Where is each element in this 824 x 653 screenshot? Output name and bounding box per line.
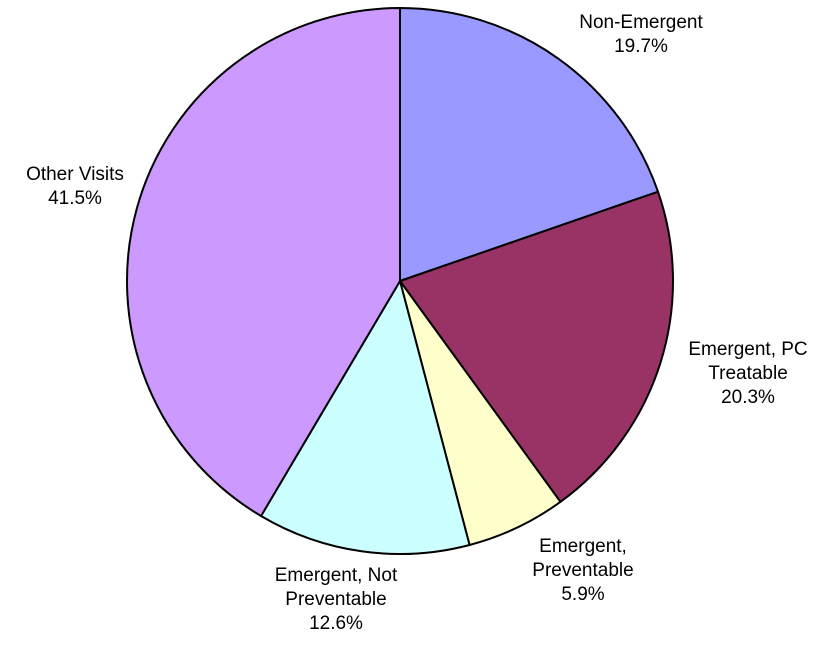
pie-slice-emergent-not-preventable [260,280,471,555]
slice-value-label: 12.6% [309,613,363,634]
slice-name-label: Preventable [532,560,633,581]
slice-value-label: 20.3% [721,387,775,408]
slice-label-emergent-preventable: Emergent, Preventable 5.9% [532,536,633,605]
slice-value-label: 19.7% [614,36,668,57]
slice-name-label: Emergent, Not [275,565,398,586]
slice-name-label: Other Visits [26,164,124,185]
slice-name-label: Preventable [285,589,386,610]
pie-slice-other-visits [126,7,401,517]
pie-labels: Non-Emergent 19.7% Emergent, PC Treatable 20… [26,12,808,634]
pie-slice-non-emergent [399,7,659,282]
pie-slices [126,7,674,555]
slice-name-label: Treatable [708,363,788,384]
slice-label-non-emergent: Non-Emergent 19.7% [579,12,703,57]
slice-name-label: Emergent, [539,536,627,557]
slice-value-label: 5.9% [561,584,604,605]
slice-name-label: Non-Emergent [579,12,703,33]
pie-slice-emergent-pc-treatable [399,190,674,503]
slice-name-label: Emergent, PC [688,339,807,360]
slice-label-other-visits: Other Visits 41.5% [26,164,124,209]
slice-value-label: 41.5% [48,188,102,209]
slice-label-emergent-pc-treatable: Emergent, PC Treatable 20.3% [688,339,807,408]
slice-label-emergent-not-preventable: Emergent, Not Preventable 12.6% [275,565,398,634]
